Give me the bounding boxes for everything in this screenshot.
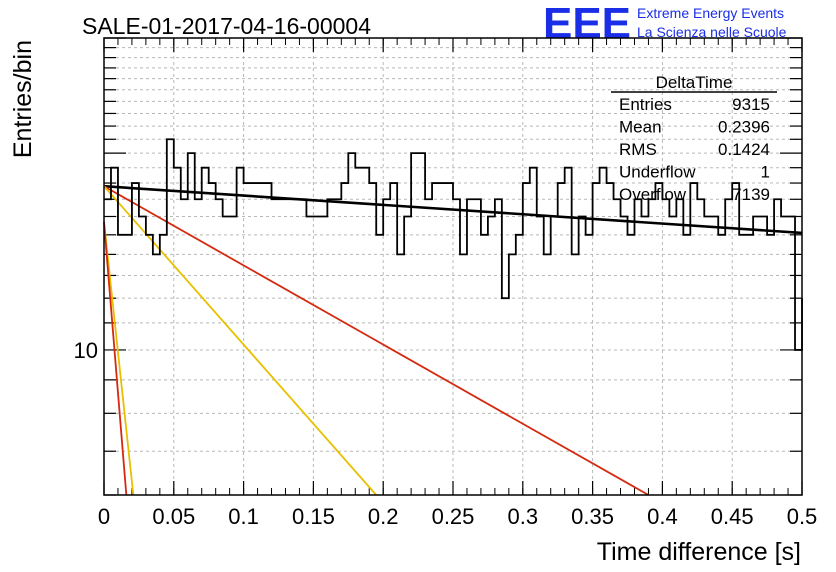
stats-row-label: Overflow [619, 185, 687, 204]
y-tick-label: 10 [74, 338, 98, 363]
x-tick-label: 0.1 [228, 504, 259, 529]
x-tick-label: 0.35 [571, 504, 614, 529]
logo-line-1: Extreme Energy Events [637, 5, 784, 21]
fit-lines [103, 184, 803, 496]
stats-row-label: Entries [619, 95, 672, 114]
grid [104, 37, 802, 496]
stats-row-label: Mean [619, 118, 662, 137]
fit-line [103, 185, 649, 496]
x-tick-label: 0.2 [368, 504, 399, 529]
histogram [104, 138, 803, 351]
stats-rows: Entries 9315 Mean 0.2396 RMS 0.1424 Underflow 1… [619, 95, 770, 204]
stats-box: DeltaTime Entries 9315 Mean 0.2396 RMS 0.1424… [611, 73, 777, 204]
plot-frame [103, 37, 803, 496]
x-tick-label: 0.45 [711, 504, 754, 529]
axis-ticks [103, 37, 803, 496]
x-tick-label: 0.15 [292, 504, 335, 529]
fit-line [103, 221, 128, 496]
x-tick-label: 0.05 [152, 504, 195, 529]
fit-line [103, 185, 377, 496]
stats-row-value: 9315 [732, 95, 770, 114]
histogram-step-line [104, 138, 803, 351]
stats-row-value: 0.1424 [718, 140, 770, 159]
stats-row-value: 0.2396 [718, 118, 770, 137]
fit-line [103, 184, 803, 235]
logo-line-2: La Scienza nelle Scuole [637, 24, 787, 40]
y-tick-labels: 10 [74, 338, 98, 363]
chart-title: SALE-01-2017-04-16-00004 [82, 13, 371, 39]
stats-row-label: Underflow [619, 163, 696, 182]
stats-row-value: 1 [761, 163, 770, 182]
stats-title: DeltaTime [656, 73, 733, 92]
stats-row-label: RMS [619, 140, 657, 159]
eee-logo: EEE Extreme Energy Events La Scienza nel… [543, 0, 787, 48]
logo-mark: EEE [543, 0, 631, 48]
fit-line [103, 221, 135, 496]
x-tick-labels: 0 0.05 0.1 0.15 0.2 0.25 0.3 0.35 0.4 0.45 0.5 [98, 504, 817, 529]
y-axis-label: Entries/bin [9, 40, 37, 158]
x-axis-label: Time difference [s] [597, 538, 801, 566]
stats-row-value: 7139 [732, 185, 770, 204]
x-tick-label: 0.4 [647, 504, 678, 529]
x-tick-label: 0.5 [787, 504, 818, 529]
x-tick-label: 0.25 [432, 504, 475, 529]
x-tick-label: 0 [98, 504, 110, 529]
x-tick-label: 0.3 [508, 504, 539, 529]
